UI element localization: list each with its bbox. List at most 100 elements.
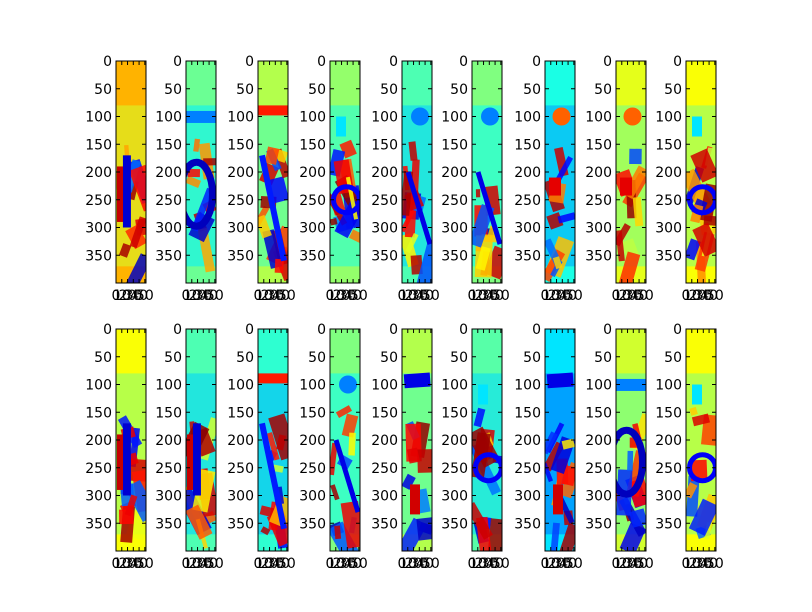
x-tick-label: 50 — [636, 288, 654, 304]
y-tick-label: 350 — [227, 248, 254, 264]
y-tick-label: 100 — [585, 378, 612, 394]
heatmap-cell — [186, 504, 213, 540]
x-tick-label: 20 — [475, 288, 493, 304]
y-tick-label: 300 — [227, 489, 254, 505]
heatmap-image — [472, 61, 502, 283]
heatmap-cell — [472, 203, 495, 248]
x-tick-label: 10 — [469, 556, 487, 572]
heatmap-cell — [688, 498, 716, 536]
y-tick-label: 0 — [673, 322, 682, 338]
x-tick-label: 50 — [492, 556, 510, 572]
heatmap-image — [186, 61, 216, 283]
heatmap-cell — [203, 158, 216, 166]
y-tick-label: 300 — [299, 221, 326, 237]
y-tick-label: 100 — [85, 378, 112, 394]
y-tick-label: 150 — [655, 137, 682, 153]
x-tick-label: 50 — [706, 556, 724, 572]
y-tick-label: 250 — [371, 461, 398, 477]
x-tick-label: 10 — [399, 556, 417, 572]
y-tick-label: 150 — [227, 405, 254, 421]
heatmap-cell — [410, 254, 423, 275]
heatmap-cell — [632, 196, 644, 227]
heatmap-image — [686, 329, 716, 551]
y-tick-label: 50 — [594, 82, 612, 98]
heatmap-cell — [623, 107, 642, 126]
y-tick-label: 0 — [603, 54, 612, 70]
y-tick-label: 200 — [227, 165, 254, 181]
heatmap-cell — [416, 242, 432, 283]
y-tick-label: 50 — [236, 350, 254, 366]
heatmap-cell — [266, 432, 280, 461]
x-tick-label: 0 — [326, 288, 335, 304]
heatmap-cell — [561, 438, 575, 450]
y-tick-label: 250 — [514, 193, 541, 209]
y-tick-label: 350 — [155, 516, 182, 532]
heatmap-cell — [274, 258, 284, 274]
y-tick-label: 100 — [85, 110, 112, 126]
x-tick-label: 50 — [278, 288, 296, 304]
y-tick-label: 50 — [94, 350, 112, 366]
heatmap-cell — [555, 523, 575, 551]
x-tick-label: 30 — [124, 556, 142, 572]
y-tick-label: 100 — [655, 110, 682, 126]
y-tick-label: 150 — [85, 137, 112, 153]
heatmap-cell — [627, 450, 634, 471]
y-tick-label: 0 — [245, 322, 254, 338]
heatmap-cell — [186, 175, 202, 188]
x-tick-label: 30 — [694, 288, 712, 304]
x-tick-label: 30 — [266, 556, 284, 572]
heatmap-cell — [264, 146, 280, 165]
y-tick-label: 50 — [664, 350, 682, 366]
y-tick-label: 100 — [514, 110, 541, 126]
y-tick-label: 250 — [441, 193, 468, 209]
x-tick-label: 20 — [619, 556, 637, 572]
x-tick-label: 10 — [399, 288, 417, 304]
x-tick-label: 0 — [612, 556, 621, 572]
y-tick-label: 150 — [227, 137, 254, 153]
x-tick-label: 40 — [486, 556, 504, 572]
heatmap-image — [545, 61, 575, 283]
heatmap-cell — [330, 484, 340, 501]
y-tick-label: 0 — [389, 54, 398, 70]
y-tick-label: 100 — [227, 378, 254, 394]
y-tick-label: 150 — [299, 405, 326, 421]
heatmap-cell — [561, 465, 575, 487]
y-tick-label: 300 — [371, 221, 398, 237]
y-tick-label: 150 — [514, 405, 541, 421]
y-tick-label: 350 — [585, 248, 612, 264]
y-tick-label: 150 — [371, 405, 398, 421]
heatmap-cell — [617, 251, 641, 283]
x-tick-label: 50 — [206, 556, 224, 572]
heatmap-cell — [704, 521, 713, 540]
x-tick-label: 0 — [541, 556, 550, 572]
x-tick-label: 0 — [254, 556, 263, 572]
x-tick-label: 20 — [261, 288, 279, 304]
y-tick-label: 50 — [308, 82, 326, 98]
y-tick-label: 350 — [371, 516, 398, 532]
y-tick-label: 350 — [514, 516, 541, 532]
y-tick-label: 250 — [514, 461, 541, 477]
y-tick-label: 200 — [585, 165, 612, 181]
x-tick-label: 0 — [612, 288, 621, 304]
heatmap-cell — [475, 246, 491, 271]
heatmap-cell — [545, 462, 554, 483]
y-tick-label: 150 — [514, 137, 541, 153]
y-tick-label: 300 — [655, 221, 682, 237]
y-tick-label: 250 — [655, 193, 682, 209]
x-tick-label: 0 — [682, 556, 691, 572]
heatmap-image — [330, 61, 360, 283]
y-tick-label: 350 — [655, 516, 682, 532]
x-tick-label: 10 — [683, 288, 701, 304]
x-tick-label: 20 — [189, 288, 207, 304]
y-tick-label: 0 — [603, 322, 612, 338]
y-tick-label: 100 — [227, 110, 254, 126]
y-tick-label: 0 — [103, 54, 112, 70]
heatmap-cell — [192, 423, 201, 496]
heatmap-cell — [258, 214, 272, 239]
heatmap-cell — [691, 413, 710, 427]
x-tick-label: 0 — [398, 556, 407, 572]
y-tick-label: 50 — [664, 82, 682, 98]
